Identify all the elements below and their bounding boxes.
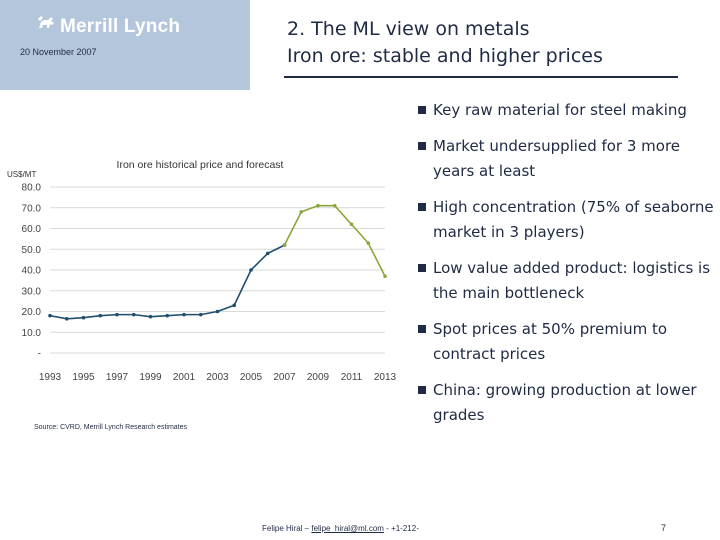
data-point (232, 303, 237, 308)
data-point (64, 316, 69, 321)
footer-contact: Felipe Hiral – felipe_hiral@ml.com - +1-… (262, 524, 419, 533)
data-point (148, 314, 153, 319)
footer-email-link[interactable]: felipe_hiral@ml.com (311, 524, 384, 533)
data-point (366, 241, 371, 245)
y-tick-label: 10.0 (22, 328, 42, 339)
presentation-date: 20 November 2007 (20, 47, 97, 57)
x-tick-label: 2001 (173, 372, 196, 383)
y-tick-label: 30.0 (22, 286, 42, 297)
x-tick-label: 2007 (273, 372, 296, 383)
bullet-text: Key raw material for steel making (433, 101, 687, 119)
bullet-item: China: growing production at lower grade… (418, 378, 718, 428)
bullet-text: Spot prices at 50% premium to contract p… (433, 320, 668, 363)
bullet-item: Spot prices at 50% premium to contract p… (418, 317, 718, 367)
bullet-square-icon (418, 264, 426, 272)
data-point (81, 315, 86, 320)
x-tick-label: 2011 (341, 372, 363, 383)
x-tick-label: 2009 (307, 372, 330, 383)
data-point (115, 312, 119, 317)
data-point (165, 313, 170, 318)
y-axis-label: US$/MT (7, 170, 36, 179)
data-point (316, 203, 320, 208)
logo-panel: Merrill Lynch 20 November 2007 (0, 0, 250, 90)
slide-title: 2. The ML view on metals Iron ore: stabl… (287, 16, 603, 70)
bullet-square-icon (418, 142, 426, 150)
key-points-list: Key raw material for steel making Market … (418, 98, 718, 439)
bullet-text: High concentration (75% of seaborne mark… (433, 198, 714, 241)
bullet-square-icon (418, 203, 426, 211)
data-point (349, 222, 354, 227)
bull-logo-icon (38, 16, 54, 28)
x-tick-label: 2005 (240, 372, 263, 383)
data-point (299, 210, 304, 214)
data-point (98, 313, 103, 318)
series-line-2 (283, 204, 386, 277)
bullet-square-icon (418, 325, 426, 333)
data-point (383, 274, 387, 279)
bullet-item: Market undersupplied for 3 more years at… (418, 134, 718, 184)
data-point (265, 251, 270, 256)
data-point (282, 243, 287, 247)
footer-phone: - +1-212- (383, 524, 419, 533)
series-line-1 (49, 244, 285, 320)
bullet-square-icon (418, 386, 426, 394)
bullet-text: China: growing production at lower grade… (433, 381, 697, 424)
x-tick-label: 1995 (72, 372, 95, 383)
logo-text: Merrill Lynch (60, 16, 181, 37)
bullet-item: Key raw material for steel making (418, 98, 718, 123)
data-point (182, 312, 186, 317)
x-tick-label: 1997 (106, 372, 129, 383)
data-point (249, 268, 253, 272)
bullet-item: High concentration (75% of seaborne mark… (418, 195, 718, 245)
chart-title: Iron ore historical price and forecast (117, 159, 284, 171)
y-tick-label: 20.0 (22, 307, 42, 318)
bullet-text: Low value added product: logistics is th… (433, 259, 711, 302)
bullet-square-icon (418, 106, 426, 114)
data-point (48, 313, 52, 318)
y-tick-label: 40.0 (22, 266, 42, 277)
bullet-text: Market undersupplied for 3 more years at… (433, 137, 681, 180)
y-tick-label: 70.0 (22, 203, 42, 214)
data-point (198, 312, 203, 317)
y-tick-label: 60.0 (22, 224, 42, 235)
data-point (215, 309, 220, 314)
chart-source-note: Source: CVRD, Merrill Lynch Research est… (34, 424, 188, 431)
title-underline (284, 76, 678, 78)
title-line-1: 2. The ML view on metals (287, 18, 530, 40)
x-tick-label: 1993 (39, 372, 62, 383)
x-tick-label: 2013 (374, 372, 397, 383)
bullet-item: Low value added product: logistics is th… (418, 256, 718, 306)
page-number: 7 (661, 523, 667, 533)
data-point (332, 203, 337, 208)
data-point (131, 312, 136, 317)
x-tick-label: 2003 (206, 372, 229, 383)
footer-author: Felipe Hiral – (262, 524, 312, 533)
y-tick-label: 80.0 (22, 183, 42, 194)
y-tick-label: 50.0 (22, 245, 42, 256)
iron-ore-price-chart: Iron ore historical price and forecast US… (7, 159, 397, 383)
y-tick-label: - (38, 349, 41, 360)
x-tick-label: 1999 (139, 372, 162, 383)
title-line-2: Iron ore: stable and higher prices (287, 45, 603, 67)
